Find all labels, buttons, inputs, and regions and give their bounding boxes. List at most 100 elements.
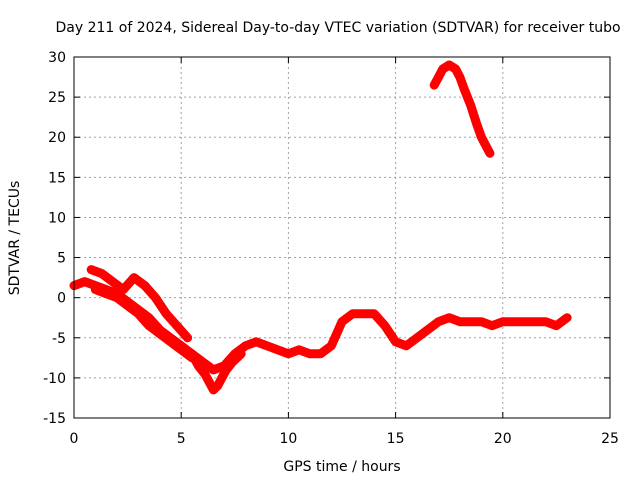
data-point xyxy=(430,81,439,90)
data-point xyxy=(102,289,111,298)
data-point xyxy=(200,369,209,378)
data-point xyxy=(183,333,192,342)
data-point xyxy=(140,281,149,290)
x-axis-label: GPS time / hours xyxy=(283,459,400,475)
data-point xyxy=(205,377,214,386)
data-point xyxy=(273,345,282,354)
x-tick-label: 15 xyxy=(387,431,405,447)
data-point xyxy=(166,337,175,346)
series-dip xyxy=(187,349,246,395)
data-point xyxy=(338,317,346,326)
data-point xyxy=(434,73,443,82)
data-point xyxy=(213,381,222,390)
data-point xyxy=(455,73,464,82)
data-point xyxy=(466,101,475,110)
data-point xyxy=(295,345,304,354)
series-late-segment xyxy=(429,60,495,158)
data-point xyxy=(209,365,218,374)
data-point xyxy=(237,349,246,358)
data-point xyxy=(402,341,411,350)
data-point xyxy=(391,337,400,346)
data-point xyxy=(563,313,572,322)
data-point xyxy=(284,349,293,358)
y-tick-label: 20 xyxy=(48,130,66,146)
y-tick-label: 25 xyxy=(48,90,66,106)
data-point xyxy=(241,341,250,350)
y-tick-label: 15 xyxy=(48,170,66,186)
data-point xyxy=(134,309,143,318)
data-point xyxy=(252,337,261,346)
data-point xyxy=(455,317,464,326)
data-point xyxy=(552,321,561,330)
y-tick-label: 5 xyxy=(57,251,66,267)
data-points xyxy=(69,60,572,395)
data-point xyxy=(348,309,357,318)
data-point xyxy=(155,329,164,338)
x-tick-label: 20 xyxy=(494,431,512,447)
data-point xyxy=(466,317,475,326)
data-point xyxy=(498,317,507,326)
data-point xyxy=(177,345,186,354)
data-point xyxy=(445,313,454,322)
data-point xyxy=(509,317,518,326)
y-axis-label: SDTVAR / TECUs xyxy=(7,181,23,296)
data-point xyxy=(172,321,181,330)
y-tick-label: -5 xyxy=(52,331,66,347)
x-tick-label: 10 xyxy=(279,431,297,447)
data-point xyxy=(451,65,460,74)
data-point xyxy=(108,277,117,286)
data-point xyxy=(123,301,132,310)
x-tick-label: 25 xyxy=(601,431,619,447)
data-point xyxy=(473,121,482,130)
grid-lines xyxy=(74,57,610,418)
data-point xyxy=(434,317,443,326)
data-point xyxy=(112,293,121,302)
y-tick-labels: -15 -10 -5 0 5 10 15 20 25 30 xyxy=(43,50,66,427)
data-point xyxy=(327,341,336,350)
data-point xyxy=(488,321,497,330)
data-point xyxy=(316,349,325,358)
y-tick-label: 10 xyxy=(48,210,66,226)
x-tick-label: 0 xyxy=(70,431,79,447)
data-point xyxy=(217,373,226,382)
x-tick-label: 5 xyxy=(177,431,186,447)
y-tick-label: 0 xyxy=(57,291,66,307)
chart-title: Day 211 of 2024, Sidereal Day-to-day VTE… xyxy=(55,20,620,36)
data-point xyxy=(97,269,106,278)
data-point xyxy=(481,141,490,150)
data-point xyxy=(477,317,486,326)
data-point xyxy=(380,321,389,330)
series-trace xyxy=(187,349,246,395)
series-upper-band xyxy=(86,265,193,343)
plot-frame xyxy=(73,56,611,419)
data-point xyxy=(413,333,422,342)
data-point xyxy=(91,285,100,294)
y-tick-label: -10 xyxy=(43,371,66,387)
data-point xyxy=(262,341,271,350)
data-point xyxy=(305,349,314,358)
data-point xyxy=(162,309,171,318)
data-point xyxy=(87,265,96,274)
data-point xyxy=(485,149,494,158)
data-point xyxy=(438,65,447,74)
data-point xyxy=(119,285,128,294)
series-trace xyxy=(90,285,197,363)
data-point xyxy=(228,357,237,366)
data-point xyxy=(145,321,154,330)
x-tick-labels: 0 5 10 15 20 25 xyxy=(70,431,619,447)
data-point xyxy=(222,365,231,374)
data-point xyxy=(477,133,486,142)
data-point xyxy=(359,309,368,318)
data-point xyxy=(541,317,550,326)
data-point xyxy=(130,273,139,282)
data-point xyxy=(530,317,539,326)
series-trace xyxy=(86,265,193,343)
data-point xyxy=(460,85,469,94)
data-point xyxy=(445,61,454,70)
data-point xyxy=(187,349,196,358)
data-point xyxy=(520,317,529,326)
y-tick-label: 30 xyxy=(48,50,66,66)
axis-ticks xyxy=(73,56,611,419)
y-tick-label: -15 xyxy=(43,411,66,427)
